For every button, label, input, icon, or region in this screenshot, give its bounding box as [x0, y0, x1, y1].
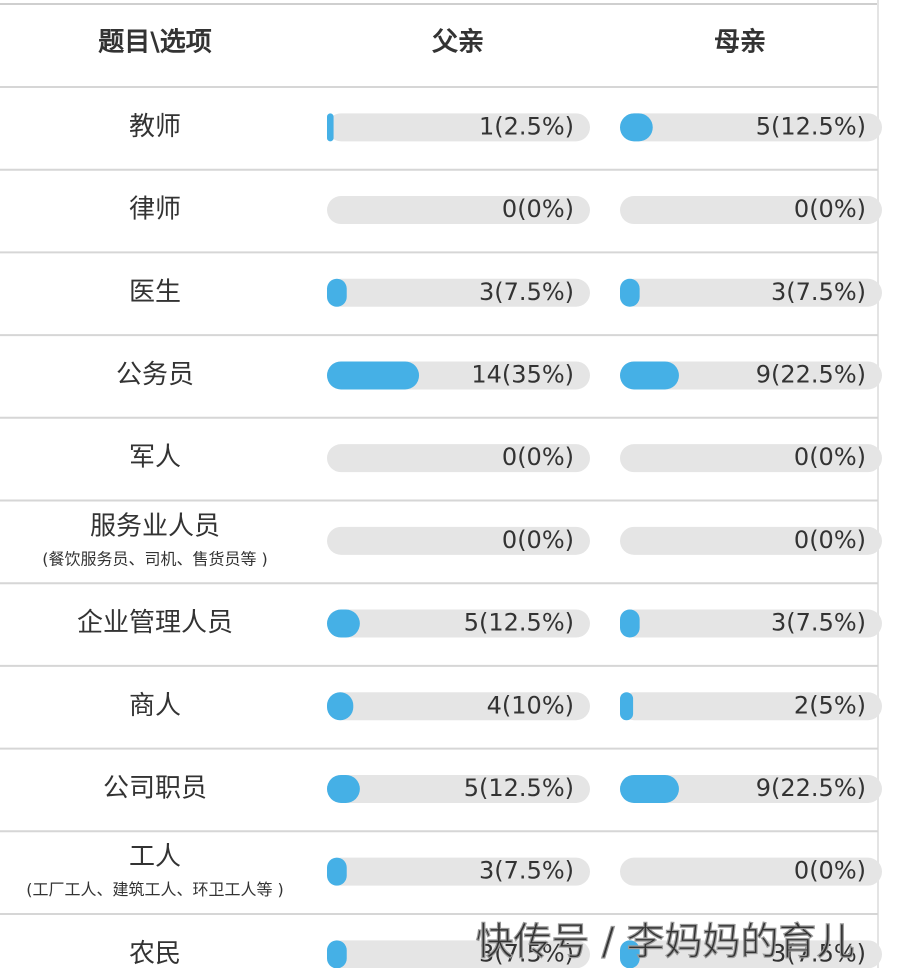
row-name: 教师 [129, 112, 181, 142]
value-label: 3(7.5%) [771, 609, 866, 637]
header-father: 父亲 [432, 28, 484, 58]
value-label: 3(7.5%) [479, 278, 574, 306]
value-label: 14(35%) [471, 360, 574, 388]
bar-track [327, 857, 590, 886]
bar-fill [327, 857, 347, 886]
value-label: 5(12.5%) [756, 112, 866, 140]
bar-track [620, 444, 882, 473]
bar-track [327, 278, 590, 307]
value-label: 2(5%) [794, 691, 866, 719]
row-name: 企业管理人员 [77, 608, 233, 638]
value-label: 3(7.5%) [771, 278, 866, 306]
bar-track [327, 444, 590, 473]
row-name: 农民 [129, 939, 181, 968]
row-note: (餐饮服务员、司机、售货员等 ) [42, 549, 268, 568]
value-label: 5(12.5%) [464, 774, 574, 802]
row-name: 公司职员 [103, 773, 207, 803]
header-mother: 母亲 [714, 28, 766, 58]
value-label: 0(0%) [794, 526, 866, 554]
value-label: 3(7.5%) [479, 857, 574, 885]
bar-fill [620, 774, 679, 803]
bar-track [620, 774, 882, 803]
bar-track [327, 113, 590, 142]
bar-track [620, 857, 882, 886]
row-name: 工人 [129, 842, 181, 872]
bar-track [620, 526, 882, 555]
bar-track [327, 609, 590, 638]
bar-fill [620, 692, 634, 721]
bar-track [620, 609, 882, 638]
watermark: 快传号 / 李妈妈的育儿 [476, 920, 855, 964]
bar-fill [327, 609, 360, 638]
row-note: (工厂工人、建筑工人、环卫工人等 ) [26, 880, 284, 899]
bar-track [327, 940, 590, 968]
bar-fill [620, 940, 640, 968]
value-label: 9(22.5%) [756, 360, 866, 388]
bar-track [327, 526, 590, 555]
bar-fill [620, 113, 653, 142]
row-name: 商人 [129, 691, 181, 721]
value-label: 0(0%) [794, 443, 866, 471]
value-label: 3(7.5%) [771, 939, 866, 967]
bar-fill [327, 361, 420, 390]
bar-fill [327, 278, 347, 307]
bar-fill [620, 361, 679, 390]
value-label: 0(0%) [502, 526, 574, 554]
bar-fill [327, 774, 360, 803]
value-label: 5(12.5%) [464, 609, 574, 637]
row-name: 律师 [129, 195, 181, 225]
bar-track [327, 196, 590, 225]
bar-track [620, 940, 882, 968]
bar-track [327, 692, 590, 721]
value-label: 9(22.5%) [756, 774, 866, 802]
value-label: 1(2.5%) [479, 112, 574, 140]
bar-track [620, 278, 882, 307]
value-label: 0(0%) [794, 195, 866, 223]
bar-fill [327, 940, 347, 968]
row-name: 医生 [129, 277, 181, 307]
bar-fill [620, 609, 640, 638]
row-name: 公务员 [116, 360, 194, 390]
bar-track [620, 692, 882, 721]
row-name: 服务业人员 [90, 511, 220, 541]
bar-fill [620, 278, 640, 307]
value-label: 0(0%) [502, 443, 574, 471]
bar-fill [327, 692, 354, 721]
bar-fill [327, 113, 334, 142]
row-name: 军人 [129, 443, 181, 473]
bar-track [620, 113, 882, 142]
bar-track [620, 361, 882, 390]
value-label: 0(0%) [502, 195, 574, 223]
header-item: 题目\选项 [98, 28, 212, 58]
value-label: 4(10%) [487, 691, 574, 719]
bar-track [620, 196, 882, 225]
value-label: 0(0%) [794, 857, 866, 885]
value-label: 3(7.5%) [479, 939, 574, 967]
bar-track [327, 774, 590, 803]
